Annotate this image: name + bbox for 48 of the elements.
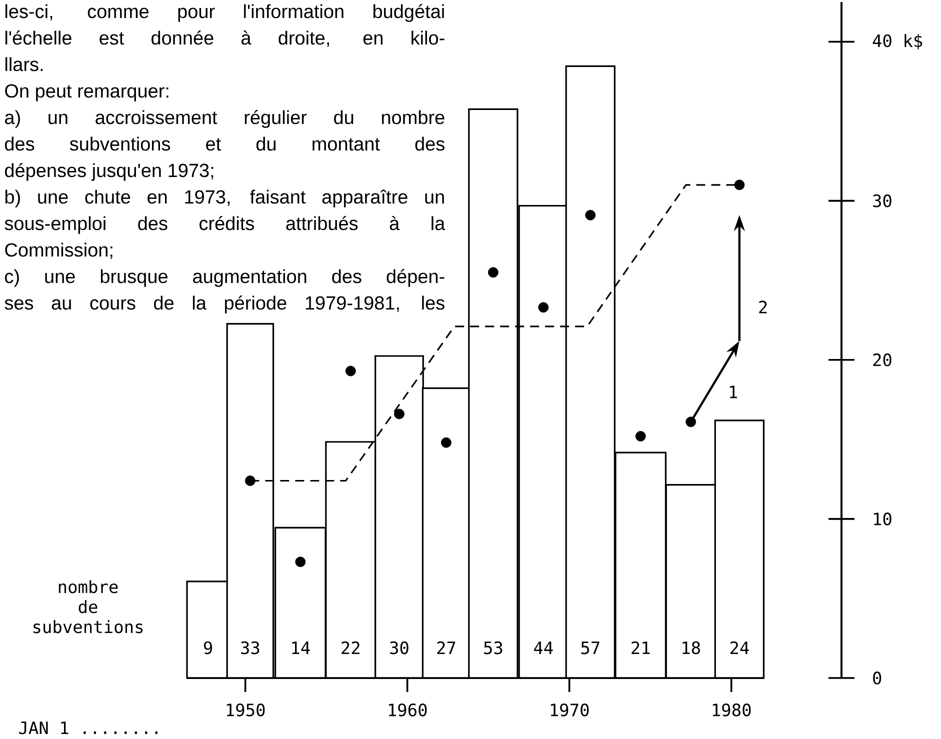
point [244,476,256,486]
annotation: sous-emploi des crédits attribués à la [4,216,446,234]
data-label: 57 [581,642,600,654]
data-label: 21 [632,641,650,654]
y2-tick-label: 20 [873,353,892,366]
annotation: c) une brusque augmentation des dépen- [5,269,444,287]
point [538,302,549,313]
point [734,180,745,190]
annotation: dépenses jusqu'en 1973; [5,163,214,181]
y2-tick-label: 30 [873,194,892,208]
point [394,408,404,420]
data-label: 33 [241,641,260,654]
data-label: 27 [437,641,456,654]
point [441,437,452,448]
y2-tick-label: 40 k$ [872,34,922,50]
point [295,556,306,568]
point [585,210,596,220]
y-axis-title: nombre de subventions [33,580,143,634]
text: Commission; [5,242,112,259]
annotation: a) un accroissement régulier du nombre [5,110,444,128]
data-label: 14 [292,642,310,654]
x-tick-label: 1980 [712,704,751,716]
annotation: ses au cours de la période 1979-1981, les [4,296,444,314]
point [345,366,356,376]
data-label: 24 [730,641,749,654]
point [686,416,696,428]
text: llars. [5,57,43,72]
point [635,431,646,442]
annotation: 2 [759,300,767,314]
data-label: 22 [342,641,360,654]
y2-tick-label: 0 [873,672,882,684]
data-label: 53 [484,641,502,654]
x-axis-title: JAN 1 ........ [19,722,158,734]
x-tick-label: 1970 [550,704,589,716]
x-tick-label: 1950 [226,704,265,716]
annotation: des subventions et du montant des [5,136,444,151]
data-label: 44 [534,642,553,654]
x-tick-label: 1960 [388,704,427,716]
text: les-ci, comme pour l'information budgétai [5,4,444,22]
text: l'échelle est donnée à droite, en kilo- [5,30,444,47]
data-label: 9 [204,641,212,654]
point [488,267,498,278]
annotation: b) une chute en 1973, faisant apparaître un [5,190,444,208]
data-label: 30 [390,641,408,654]
data-label: 18 [682,641,700,654]
annotation: 1 [730,386,737,398]
text: On peut remarquer: [5,84,168,102]
y2-tick-label: 10 [874,512,892,526]
